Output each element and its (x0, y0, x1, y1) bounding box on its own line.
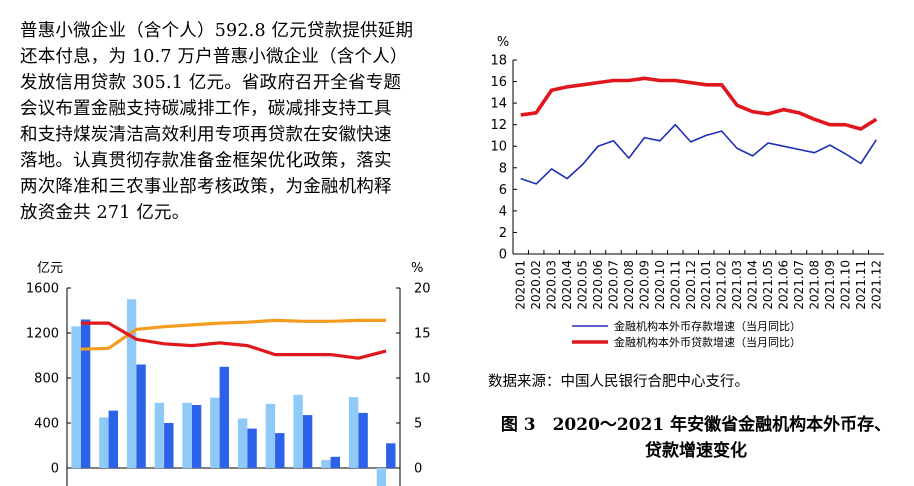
rate-line-1 (80, 318, 387, 351)
series-line-1 (520, 123, 877, 185)
y-tick-label: 2 (499, 226, 507, 241)
figure-title-line1: 图 3 2020～2021 年安徽省金融机构本外币存、 (500, 415, 892, 435)
y-tick-label: 6 (499, 183, 507, 198)
left-tick-label: 400 (34, 417, 59, 432)
x-tick-label: 2021.10 (838, 260, 852, 310)
bar-series-2 (219, 366, 229, 469)
paragraph-line: 和支持煤炭清洁高效利用专项再贷款在安徽快速 (20, 125, 392, 145)
bar-series-2 (330, 456, 340, 469)
y-tick-label: 12 (490, 118, 507, 133)
figure-title-line2: 贷款增速变化 (645, 441, 747, 461)
x-tick-label: 2021.01 (699, 260, 713, 310)
bar-series-2 (136, 364, 146, 468)
x-tick-label: 2020.09 (637, 260, 651, 310)
left-tick-label: 1200 (26, 327, 59, 342)
y-tick-label: 14 (490, 97, 507, 112)
bar-series-2 (358, 412, 368, 468)
legend-label: 金融机构本外币贷款增速（当月同比） (614, 335, 801, 349)
figure-title: 图 3 2020～2021 年安徽省金融机构本外币存、 贷款增速变化 (486, 412, 906, 464)
y-axis-unit: % (497, 35, 509, 50)
bar-series-2 (108, 410, 118, 468)
x-tick-label: 2020.12 (684, 260, 698, 310)
bar-series-2 (302, 415, 313, 468)
left-tick-label: 1600 (26, 282, 59, 297)
bar-series-1 (348, 397, 359, 468)
right-tick-label: 5 (414, 417, 422, 432)
rate-line-2 (80, 321, 387, 360)
paragraph-line: 放资金共 271 亿元。 (20, 203, 190, 223)
x-tick-label: 2021.04 (746, 260, 760, 310)
x-tick-label: 2021.11 (854, 260, 868, 310)
bar-series-1 (321, 460, 331, 468)
data-source-note: 数据来源：中国人民银行合肥中心支行。 (488, 374, 749, 390)
bar-series-1 (154, 402, 165, 469)
bar-series-1 (126, 299, 137, 469)
y-tick-label: 16 (490, 75, 507, 90)
x-tick-label: 2020.03 (545, 260, 559, 310)
x-tick-label: 2021.08 (807, 260, 821, 310)
x-tick-label: 2020.10 (653, 260, 667, 310)
x-tick-label: 2020.06 (591, 260, 605, 310)
series-line-2 (520, 76, 878, 131)
x-tick-label: 2021.03 (730, 260, 744, 310)
y-tick-label: 8 (499, 161, 507, 176)
bar-series-1 (237, 418, 248, 468)
bar-series-1 (99, 417, 109, 468)
bar-series-1 (71, 326, 81, 469)
x-tick-label: 2021.06 (777, 260, 791, 310)
bar-series-1 (182, 402, 192, 469)
bar-series-1 (265, 403, 276, 468)
y-tick-label: 10 (490, 140, 507, 155)
x-tick-label: 2021.07 (792, 260, 806, 310)
right-tick-label: 0 (414, 462, 422, 477)
x-tick-label: 2020.05 (576, 260, 590, 310)
x-tick-label: 2020.04 (560, 260, 574, 310)
bar-series-2 (164, 423, 174, 468)
x-tick-label: 2021.02 (715, 260, 729, 310)
y-tick-label: 18 (490, 54, 507, 69)
x-tick-label: 2020.02 (529, 260, 543, 310)
body-paragraph: 普惠小微企业（含个人）592.8 亿元贷款提供延期 还本付息，为 10.7 万户… (20, 18, 438, 226)
right-axis-unit: % (411, 261, 423, 276)
paragraph-line: 落地。认真贯彻存款准备金框架优化政策，落实 (20, 151, 392, 171)
paragraph-line: 会议布置金融支持碳减排工作，碳减排支持工具 (20, 99, 392, 119)
paragraph-line: 还本付息，为 10.7 万户普惠小微企业（含个人） (20, 47, 408, 67)
right-tick-label: 10 (414, 372, 431, 387)
paragraph-line: 普惠小微企业（含个人）592.8 亿元贷款提供延期 (20, 21, 414, 41)
x-tick-label: 2020.07 (606, 260, 620, 310)
x-tick-label: 2020.08 (622, 260, 636, 310)
x-tick-label: 2021.05 (761, 260, 775, 310)
bar-series-2 (80, 319, 91, 468)
paragraph-line: 两次降准和三农事业部考核政策，为金融机构释 (20, 177, 392, 197)
left-tick-label: 0 (51, 462, 59, 477)
y-tick-label: 4 (499, 204, 507, 219)
x-tick-label: 2020.01 (514, 260, 528, 310)
bar-series-2 (191, 405, 202, 468)
paragraph-line: 发放信用贷款 305.1 亿元。省政府召开全省专题 (20, 73, 402, 93)
left-tick-label: 800 (34, 372, 59, 387)
bar-series-2 (247, 428, 257, 468)
bar-series-2 (275, 433, 285, 468)
legend-label: 金融机构本外币存款增速（当月同比） (614, 319, 801, 333)
bar-series-1 (376, 468, 387, 486)
right-tick-label: 20 (414, 282, 431, 297)
bar-series-1 (210, 397, 220, 468)
x-tick-label: 2021.12 (869, 260, 883, 310)
bar-series-1 (293, 394, 303, 468)
x-tick-label: 2020.11 (668, 260, 682, 310)
left-axis-unit: 亿元 (37, 261, 63, 276)
y-tick-label: 0 (499, 248, 507, 263)
x-tick-label: 2021.09 (823, 260, 837, 310)
right-tick-label: 15 (414, 327, 431, 342)
bar-series-2 (386, 443, 396, 469)
